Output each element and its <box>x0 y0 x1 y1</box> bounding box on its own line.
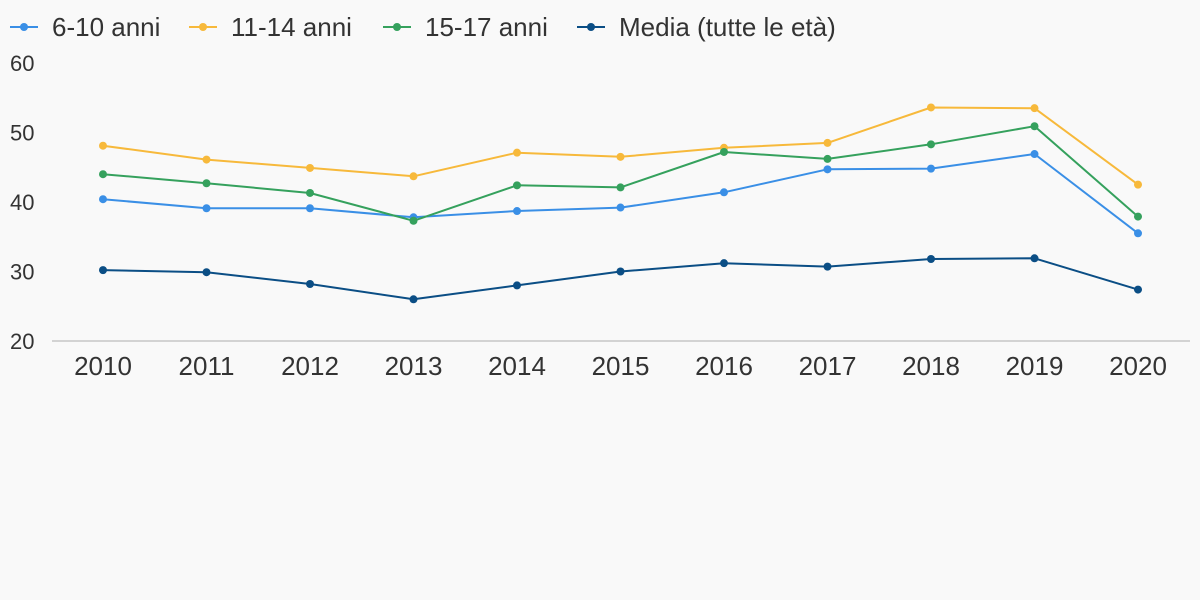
data-point <box>306 163 314 172</box>
data-point <box>99 266 107 275</box>
legend-swatch-marker <box>20 23 28 31</box>
data-point <box>616 203 625 212</box>
y-tick-label: 50 <box>10 121 34 146</box>
legend-swatch-marker <box>587 23 595 31</box>
legend-label: 15-17 anni <box>425 12 548 42</box>
legend-item: Media (tutte le età) <box>577 12 836 42</box>
x-tick-label: 2015 <box>592 351 650 381</box>
legend-swatch-marker <box>393 23 401 31</box>
data-point <box>202 179 211 188</box>
data-point <box>1030 150 1039 159</box>
data-point <box>1030 254 1039 263</box>
data-point <box>823 138 832 147</box>
data-point <box>306 280 314 289</box>
y-tick-label: 60 <box>10 51 34 76</box>
y-tick-label: 40 <box>10 190 34 215</box>
data-point <box>99 141 107 150</box>
data-point <box>616 183 625 192</box>
data-point <box>99 170 107 179</box>
data-point <box>409 216 418 225</box>
data-point <box>513 181 521 190</box>
data-point <box>1134 229 1142 238</box>
legend-label: 6-10 anni <box>52 12 160 42</box>
x-tick-label: 2020 <box>1109 351 1167 381</box>
series-3 <box>99 122 1142 225</box>
data-point <box>616 267 625 276</box>
legend-swatch-marker <box>199 23 207 31</box>
series-line <box>102 106 1139 186</box>
y-axis: 20 30 40 50 60 <box>10 51 34 354</box>
data-point <box>823 262 832 271</box>
data-point <box>409 295 418 304</box>
data-point <box>306 204 314 213</box>
data-point <box>823 165 832 174</box>
data-point <box>99 195 107 204</box>
x-tick-label: 2019 <box>1006 351 1064 381</box>
series-line <box>102 257 1139 301</box>
data-point <box>823 154 832 163</box>
legend-label: 11-14 anni <box>231 12 352 42</box>
legend-item: 6-10 anni <box>10 12 160 42</box>
x-tick-label: 2017 <box>799 351 857 381</box>
data-point <box>202 268 211 277</box>
data-point <box>927 254 935 263</box>
x-tick-label: 2012 <box>281 351 339 381</box>
data-point <box>202 155 211 164</box>
data-point <box>306 188 314 197</box>
series-4 <box>99 254 1142 304</box>
data-point <box>409 172 418 181</box>
data-point <box>1134 180 1142 189</box>
data-point <box>202 204 211 213</box>
legend-item: 11-14 anni <box>189 12 352 42</box>
data-point <box>927 164 935 173</box>
legend-item: 15-17 anni <box>383 12 548 42</box>
chart-legend: 6-10 anni 11-14 anni 15-17 anni Media (tutt… <box>10 12 836 42</box>
data-point <box>927 140 935 149</box>
y-tick-label: 30 <box>10 260 34 285</box>
data-point <box>513 281 521 290</box>
legend-label: Media (tutte le età) <box>619 12 836 42</box>
data-point <box>720 259 728 268</box>
data-point <box>513 207 521 216</box>
data-point <box>513 148 521 157</box>
x-tick-label: 2014 <box>488 351 546 381</box>
data-point <box>616 152 625 161</box>
x-tick-label: 2013 <box>385 351 443 381</box>
x-tick-label: 2016 <box>695 351 753 381</box>
data-point <box>720 188 728 197</box>
data-point <box>927 103 935 112</box>
data-point <box>720 147 728 156</box>
series-2 <box>99 103 1142 189</box>
y-tick-label: 20 <box>10 329 34 354</box>
data-point <box>1134 285 1142 294</box>
data-point <box>1030 104 1039 113</box>
x-tick-label: 2011 <box>179 351 235 381</box>
x-tick-label: 2010 <box>74 351 132 381</box>
x-axis: 2010 2011 2012 2013 2014 2015 2016 2017 2018 2019… <box>52 340 1190 381</box>
x-tick-label: 2018 <box>902 351 960 381</box>
data-point <box>1030 122 1039 131</box>
series-line <box>102 153 1139 235</box>
data-point <box>1134 212 1142 221</box>
series-layer <box>99 103 1142 304</box>
